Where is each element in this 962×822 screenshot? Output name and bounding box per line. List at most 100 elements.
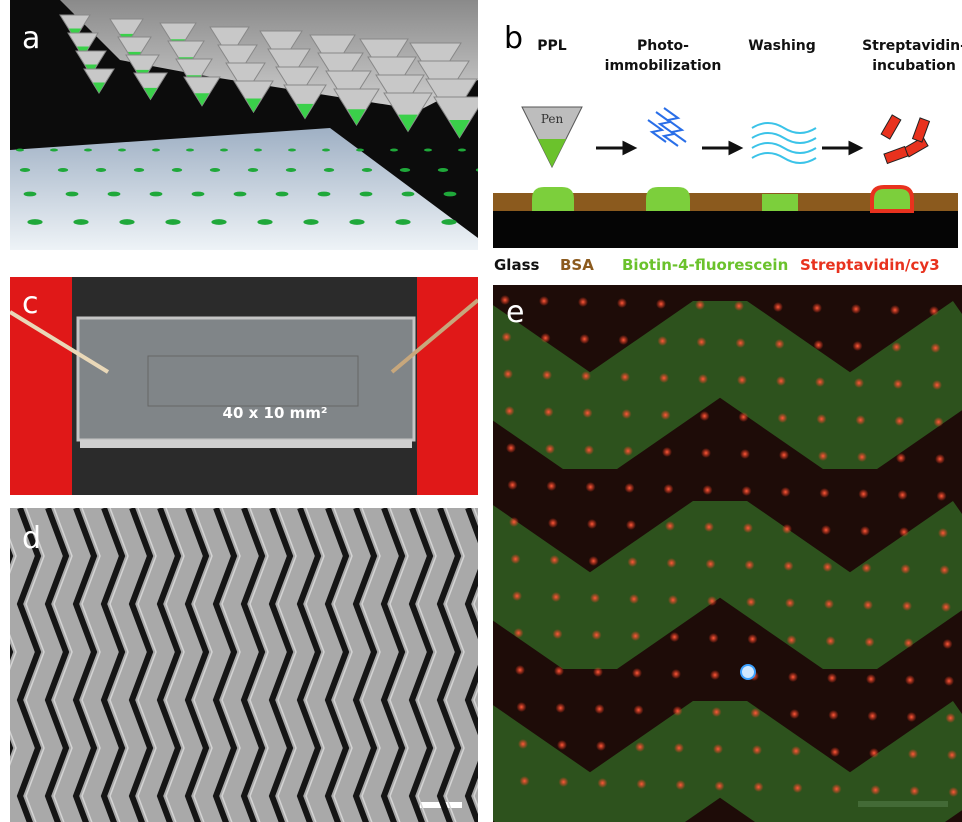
floor-spot xyxy=(118,148,126,152)
streptavidin-spot xyxy=(747,634,758,644)
streptavidin-spot xyxy=(626,520,636,530)
pyramid xyxy=(433,96,478,139)
streptavidin-spot xyxy=(929,306,939,316)
streptavidin-spot xyxy=(507,480,518,490)
pyramid xyxy=(233,80,274,114)
streptavidin-spot xyxy=(890,305,900,315)
streptavidin-spot xyxy=(714,781,725,791)
streptavidin-spot xyxy=(708,633,719,643)
channel xyxy=(147,355,359,407)
streptavidin-spot xyxy=(632,668,642,678)
floor-spot xyxy=(257,219,273,225)
floor-spot xyxy=(285,168,297,172)
zigzag-channel xyxy=(100,508,126,822)
streptavidin-spot xyxy=(791,746,801,756)
streptavidin-spot xyxy=(825,636,836,646)
pyramid-tip xyxy=(245,98,262,113)
tube xyxy=(10,310,110,374)
zigzag-channel xyxy=(380,508,406,822)
streptavidin-spot xyxy=(933,417,944,427)
zigzag-edge xyxy=(445,508,465,822)
floor-spot xyxy=(209,168,221,172)
streptavidin-spot xyxy=(582,408,593,418)
streptavidin-spot xyxy=(870,785,881,795)
streptavidin-spot xyxy=(554,666,564,676)
zigzag-channel xyxy=(436,508,462,822)
floor-spot xyxy=(322,148,330,152)
streptavidin-spot xyxy=(675,780,686,790)
streptavidin-spot xyxy=(548,518,558,528)
zigzag-channel xyxy=(352,508,378,822)
streptavidin-spot xyxy=(665,521,675,531)
streptavidin-spot xyxy=(672,706,683,716)
spot xyxy=(870,185,914,213)
floor-spot xyxy=(323,168,335,172)
floor-spot xyxy=(95,168,107,172)
zigzag-edge xyxy=(389,508,409,822)
streptavidin-spot xyxy=(627,557,638,567)
floor-spot xyxy=(303,219,319,225)
streptavidin-spot xyxy=(585,482,596,492)
pyramid xyxy=(109,18,144,47)
wash-icon xyxy=(751,122,817,164)
floor-spot xyxy=(133,168,145,172)
streptavidin-spot xyxy=(657,336,668,346)
streptavidin-spot xyxy=(696,337,707,347)
streptavidin-spot xyxy=(869,748,879,758)
streptavidin-spot xyxy=(660,410,671,420)
streptavidin-spot xyxy=(773,302,783,312)
streptavidin-spot xyxy=(941,602,951,612)
floor-spot xyxy=(399,168,411,172)
pen-tip xyxy=(538,139,566,167)
streptavidin-spot xyxy=(551,592,561,602)
pyramid xyxy=(283,84,327,120)
streptavidin-spot xyxy=(635,742,645,752)
zigzag-channel xyxy=(10,547,14,757)
pen xyxy=(521,106,583,169)
streptavidin-spot xyxy=(738,412,749,422)
streptavidin-spot xyxy=(668,595,678,605)
floor-spot xyxy=(31,251,49,258)
zigzag-channel xyxy=(212,508,238,822)
zigzag-edge xyxy=(277,508,297,822)
pyramid-tip xyxy=(93,82,105,93)
streptavidin-spot xyxy=(788,672,798,682)
floor-spot xyxy=(281,251,299,258)
zigzag-edge xyxy=(361,508,381,822)
floor-spot xyxy=(317,191,331,197)
streptavidin-spot xyxy=(857,452,867,462)
streptavidin-spot xyxy=(633,705,644,715)
floor-spot xyxy=(349,219,365,225)
streptavidin-spot xyxy=(816,414,827,424)
streptavidin-spot xyxy=(743,523,753,533)
arrows xyxy=(596,140,864,156)
zigzag-channel xyxy=(128,508,154,822)
streptavidin-spot xyxy=(519,776,530,786)
streptavidin-spot xyxy=(830,747,840,757)
zigzag-channel xyxy=(184,508,210,822)
streptavidin-spot xyxy=(629,594,639,604)
pyramid xyxy=(275,66,319,102)
streptavidin-spot xyxy=(930,343,941,353)
floor-spot xyxy=(331,251,349,258)
streptavidin-spot xyxy=(501,332,512,342)
streptavidin-spot xyxy=(948,787,959,797)
bsa-layer xyxy=(493,193,958,211)
streptavidin-spot xyxy=(903,638,914,648)
streptavidin-spot xyxy=(659,373,669,383)
zigzag-edge xyxy=(305,508,325,822)
zigzag-edge xyxy=(10,537,17,767)
zigzag-edge xyxy=(249,508,269,822)
streptavidin-spot xyxy=(545,444,555,454)
streptavidin-spot xyxy=(597,778,608,788)
streptavidin-spot xyxy=(624,483,635,493)
floor-spot xyxy=(149,191,163,197)
streptavidin-spot xyxy=(620,372,630,382)
step-label: Streptavidin- xyxy=(862,38,962,54)
streptavidin-spot xyxy=(831,784,842,794)
streptavidin-spot xyxy=(746,597,756,607)
zigzag-channel xyxy=(72,508,98,822)
panel-b: Pen xyxy=(493,106,958,248)
floor-spot xyxy=(84,148,92,152)
streptavidin-spot xyxy=(860,526,870,536)
